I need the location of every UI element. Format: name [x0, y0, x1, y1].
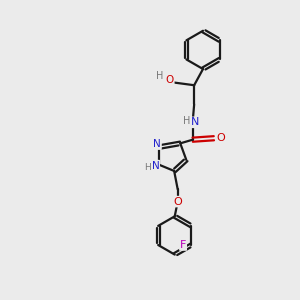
Text: N: N	[191, 117, 199, 127]
Text: H: H	[182, 116, 190, 126]
Text: N: N	[152, 160, 159, 171]
Text: O: O	[166, 75, 174, 85]
Text: H: H	[156, 71, 164, 81]
Text: N: N	[153, 139, 161, 149]
Text: O: O	[173, 196, 182, 207]
Text: H: H	[144, 163, 151, 172]
Text: F: F	[180, 240, 186, 250]
Text: O: O	[216, 133, 225, 143]
